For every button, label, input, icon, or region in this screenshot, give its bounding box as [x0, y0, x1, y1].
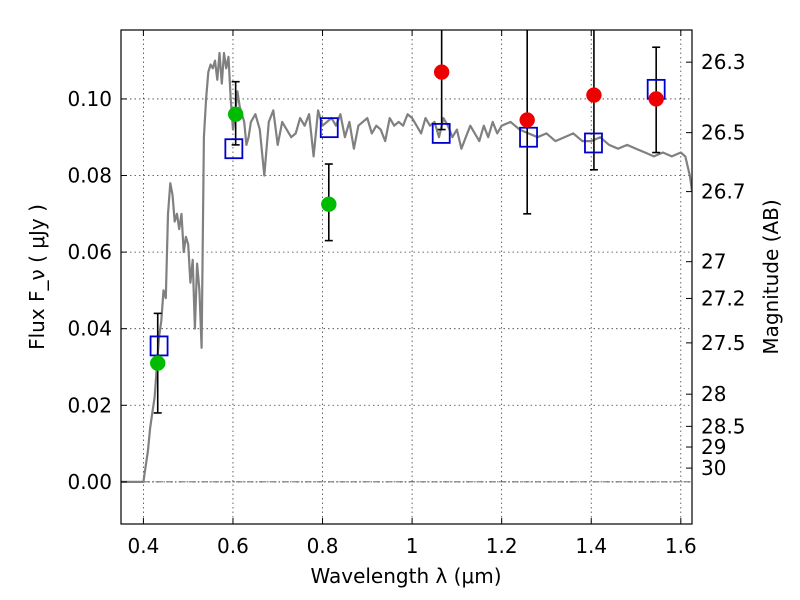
- y-axis-title: Flux F_ν ( μJy ): [25, 204, 49, 350]
- x-axis-title: Wavelength λ (μm): [310, 564, 501, 588]
- y-tick-label: 0.08: [67, 164, 112, 188]
- mag-tick-label: 28: [701, 382, 726, 406]
- x-tick-label: 1.2: [486, 534, 518, 558]
- x-tick-label: 0.6: [217, 534, 249, 558]
- x-tick-label: 0.8: [307, 534, 339, 558]
- y-tick-label: 0.04: [67, 317, 112, 341]
- model-spectrum-line: [121, 51, 692, 483]
- observed-point: [149, 355, 166, 371]
- model-bandpass-square: [431, 122, 451, 144]
- y2-axis-title: Magnitude (AB): [759, 199, 783, 354]
- mag-tick-label: 26.7: [701, 180, 746, 204]
- mag-tick-label: 28.5: [701, 414, 746, 438]
- model-bandpass-square: [149, 335, 169, 357]
- observed-point: [227, 106, 244, 122]
- mag-tick-label: 27.2: [701, 286, 746, 310]
- observed-point: [321, 196, 337, 212]
- y-tick-label: 0.06: [67, 240, 112, 264]
- observed-point: [586, 87, 602, 103]
- y-tick-label: 0.10: [67, 87, 112, 111]
- mag-tick-label: 26.3: [701, 50, 746, 74]
- mag-tick-label: 27: [701, 250, 726, 274]
- mag-tick-label: 26.5: [701, 121, 746, 145]
- mag-tick-label: 27.5: [701, 331, 746, 355]
- data-marks: [121, 30, 692, 483]
- axis-ticks: 0.4 0.6 0.8 1 1.2 1.4 1.6 0.00 0.02 0.04 0.06 0.08 0…: [67, 30, 746, 558]
- mag-tick-label: 30: [701, 456, 726, 480]
- y-tick-label: 0.02: [67, 393, 112, 417]
- x-tick-label: 1.4: [575, 534, 607, 558]
- model-bandpass-square: [519, 126, 538, 148]
- x-tick-label: 1: [406, 534, 419, 558]
- plot-area: [121, 30, 692, 524]
- x-tick-label: 0.4: [127, 534, 159, 558]
- model-bandpass-square: [224, 138, 244, 160]
- plot-frame: [120, 29, 693, 525]
- x-tick-label: 1.6: [665, 534, 697, 558]
- observed-point: [648, 91, 664, 107]
- model-bandpass-square: [584, 132, 603, 154]
- y-tick-label: 0.00: [67, 470, 112, 494]
- mag-tick-label: 29: [701, 435, 726, 459]
- model-bandpass-square: [319, 117, 339, 139]
- observed-point: [433, 64, 450, 80]
- observed-point: [519, 112, 535, 128]
